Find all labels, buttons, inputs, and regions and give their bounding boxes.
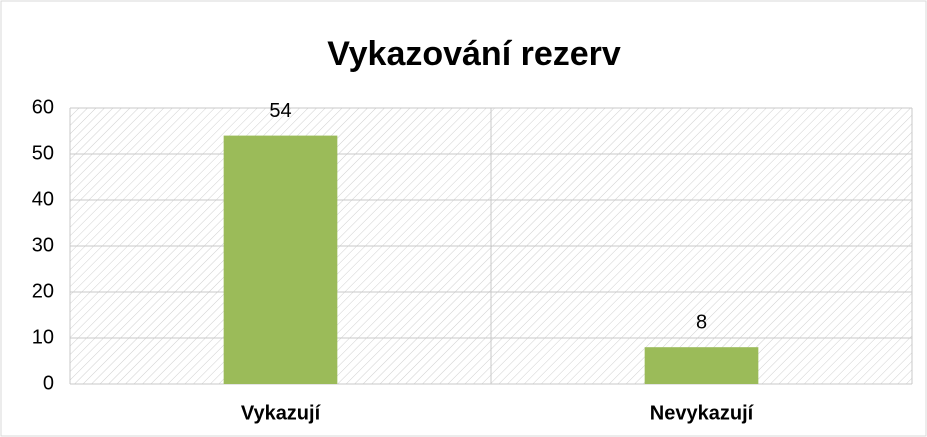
y-tick-label: 30 <box>32 234 54 256</box>
data-label: 54 <box>269 100 291 122</box>
x-tick-label: Vykazují <box>241 402 322 424</box>
x-tick-label: Nevykazují <box>650 402 755 424</box>
bar <box>644 347 759 384</box>
chart-title: Vykazování rezerv <box>327 35 621 73</box>
y-tick-label: 0 <box>43 372 54 394</box>
y-tick-label: 20 <box>32 280 54 302</box>
data-label: 8 <box>696 311 707 333</box>
y-tick-label: 50 <box>32 142 54 164</box>
y-tick-label: 60 <box>32 96 54 118</box>
y-tick-label: 10 <box>32 326 54 348</box>
y-tick-label: 40 <box>32 188 54 210</box>
bar <box>223 135 338 384</box>
